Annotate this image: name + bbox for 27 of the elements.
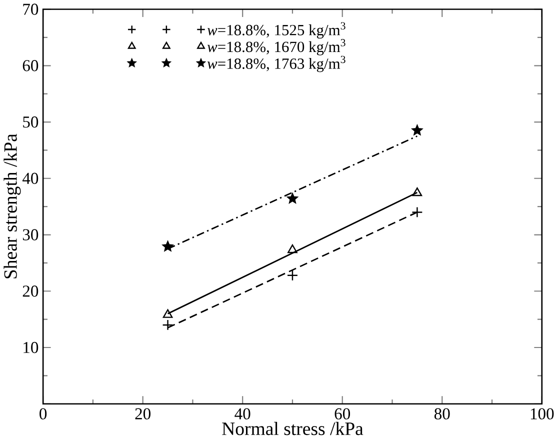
point: [286, 270, 298, 282]
y-tick-label: 60: [22, 60, 38, 72]
y-axis-title: Shear strength /kPa: [4, 134, 21, 278]
y-tick-label: 10: [24, 342, 38, 354]
point: [412, 188, 422, 196]
x-axis-title: Normal stress /kPa: [222, 422, 364, 436]
point: [412, 206, 423, 218]
legend-label: w=18.8%, 1670 kg/m$^{3}$: [207, 39, 346, 56]
y-tick-label: 50: [23, 116, 38, 128]
point: [162, 319, 174, 331]
legend-label: w=18.8%, 1763 kg/m$^{3}$: [207, 56, 346, 72]
legend-label: w=18.8%, 1525 kg/m$^{3}$: [207, 22, 346, 39]
x-tick-label: 40: [234, 408, 250, 420]
x-tick-label: 20: [135, 408, 150, 420]
point: [287, 193, 298, 204]
y-tick-label: 70: [23, 4, 38, 15]
x-tick-label: 100: [530, 408, 554, 420]
point: [162, 309, 173, 318]
point: [288, 244, 298, 254]
x-tick-label: 0: [40, 408, 47, 420]
y-tick-label: 20: [22, 286, 38, 297]
x-tick-label: 80: [434, 408, 450, 420]
point: [162, 241, 174, 252]
point: [412, 124, 423, 136]
x-tick-label: 60: [334, 408, 350, 420]
y-tick-label: 40: [22, 172, 38, 184]
y-tick-label: 30: [22, 229, 38, 240]
